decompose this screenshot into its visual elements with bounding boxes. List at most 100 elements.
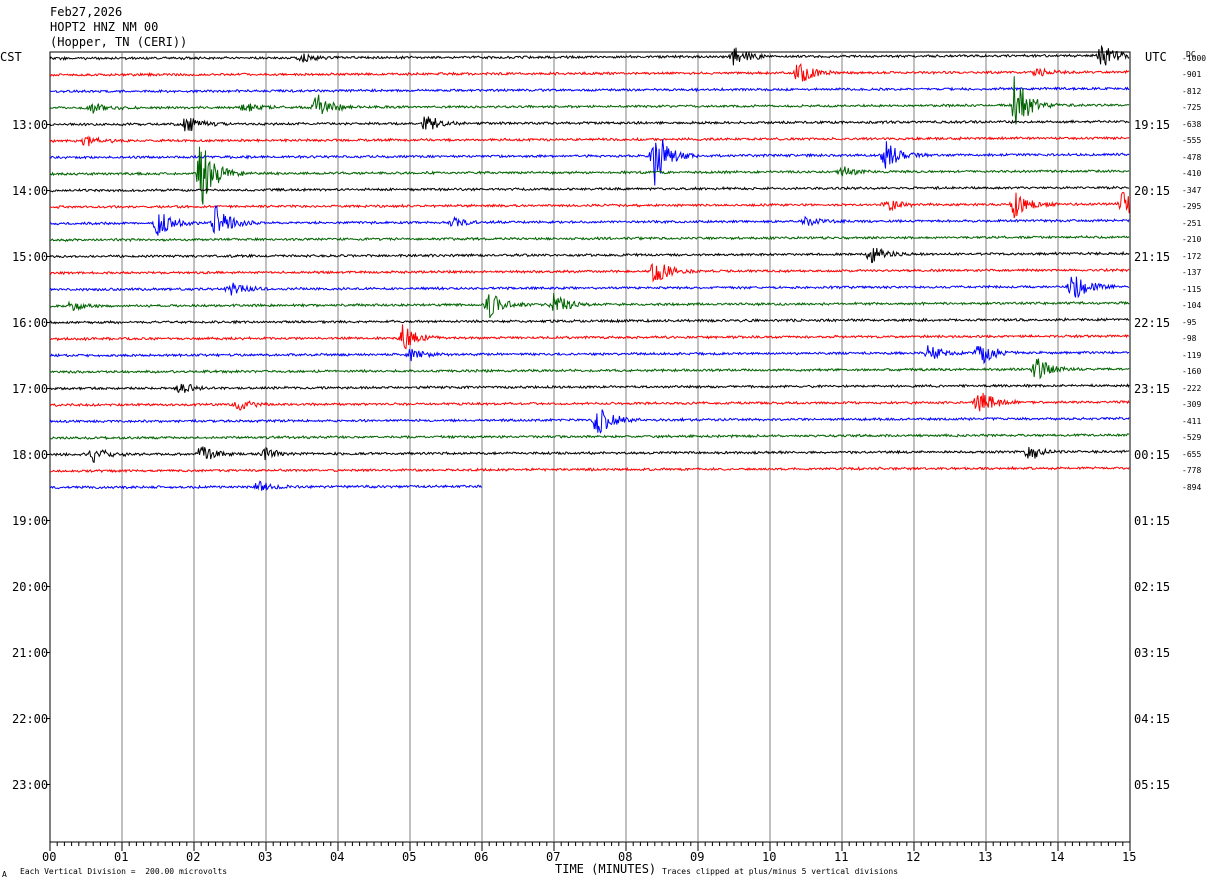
- footer-mark: A: [2, 870, 7, 879]
- dc-offset-label: -410: [1182, 169, 1202, 178]
- dc-offset-label: -1000: [1182, 53, 1207, 63]
- dc-offset-label: -172: [1182, 251, 1202, 261]
- right-hour-label: 21:15: [1134, 249, 1171, 264]
- right-hour-label: 01:15: [1134, 513, 1171, 528]
- right-hour-label: 03:15: [1134, 645, 1171, 660]
- left-hour-label: 14:00: [12, 183, 49, 198]
- left-hour-label: 13:00: [12, 117, 49, 132]
- header-date: Feb27,2026: [50, 5, 123, 19]
- dc-offset-label: -529: [1182, 433, 1202, 442]
- left-hour-label: 20:00: [12, 579, 49, 594]
- seismic-trace: [49, 276, 1130, 299]
- dc-offset-label: -251: [1182, 218, 1202, 228]
- right-hour-label: 00:15: [1134, 447, 1171, 462]
- dc-offset-label: -725: [1182, 103, 1202, 112]
- right-hour-label: 02:15: [1134, 579, 1171, 594]
- dc-offset-label: -295: [1182, 202, 1202, 211]
- dc-offset-label: -894: [1182, 482, 1202, 492]
- seismic-trace: [49, 262, 1130, 283]
- x-tick-label: 07: [546, 850, 561, 864]
- dc-offset-label: -95: [1182, 317, 1197, 327]
- dc-offset-label: -115: [1182, 284, 1202, 294]
- seismic-trace: [49, 358, 1130, 380]
- seismic-trace: [49, 465, 1130, 474]
- seismic-trace: [49, 433, 1130, 441]
- left-hour-label: 17:00: [12, 381, 49, 396]
- left-hour-label: 21:00: [12, 645, 49, 660]
- seismic-trace: [49, 247, 1130, 264]
- x-tick-label: 14: [1050, 850, 1065, 864]
- seismic-trace: [49, 324, 1130, 350]
- x-tick-label: 02: [186, 850, 201, 864]
- seismic-trace: [49, 135, 1130, 147]
- dc-offset-label: -160: [1182, 367, 1202, 376]
- left-hour-label: 19:00: [12, 513, 49, 528]
- right-axis-label: UTC: [1145, 50, 1167, 64]
- dc-offset-label: -411: [1182, 416, 1202, 426]
- x-tick-label: 15: [1122, 850, 1137, 864]
- dc-offset-label: -119: [1182, 350, 1202, 360]
- dc-offset-label: -778: [1182, 466, 1202, 475]
- right-hour-label: 20:15: [1134, 183, 1171, 198]
- left-hour-label: 18:00: [12, 447, 49, 462]
- x-axis-title: TIME (MINUTES): [555, 862, 657, 876]
- dc-offset-label: -638: [1182, 119, 1202, 129]
- dc-offset-label: -210: [1182, 235, 1202, 244]
- right-hour-label: 04:15: [1134, 711, 1171, 726]
- dc-offset-label: -98: [1182, 334, 1197, 343]
- x-tick-label: 11: [834, 850, 849, 864]
- left-hour-label: 15:00: [12, 249, 49, 264]
- seismic-trace: [49, 139, 1130, 186]
- dc-offset-label: -655: [1182, 449, 1202, 459]
- seismic-trace: [49, 345, 1130, 365]
- left-hour-label: 22:00: [12, 711, 49, 726]
- scale-note: Each Vertical Division = 200.00 microvol…: [20, 867, 228, 876]
- left-hour-label: 23:00: [12, 777, 49, 792]
- seismic-trace: [49, 185, 1130, 193]
- right-hour-label: 19:15: [1134, 117, 1171, 132]
- dc-offset-label: -347: [1182, 185, 1202, 195]
- seismic-trace: [49, 116, 1130, 132]
- seismic-trace: [49, 62, 1130, 82]
- header-location: (Hopper, TN (CERI)): [50, 35, 188, 49]
- x-tick-label: 06: [474, 850, 489, 864]
- x-tick-label: 05: [402, 850, 417, 864]
- seismic-trace: [49, 205, 1130, 236]
- seismic-trace: [49, 392, 1130, 412]
- left-hour-label: 16:00: [12, 315, 49, 330]
- x-tick-label: 03: [258, 850, 273, 864]
- x-tick-label: 01: [114, 850, 129, 864]
- seismic-trace: [49, 86, 1130, 94]
- x-tick-label: 13: [978, 850, 993, 864]
- left-axis-label: CST: [0, 50, 22, 64]
- seismic-trace: [49, 191, 1130, 219]
- dc-offset-label: -555: [1182, 136, 1202, 145]
- seismic-trace: [49, 317, 1130, 325]
- seismic-trace: [50, 446, 1130, 464]
- dc-offset-label: -222: [1182, 383, 1202, 393]
- seismic-trace: [49, 76, 1130, 125]
- right-hour-label: 23:15: [1134, 381, 1171, 396]
- right-hour-label: 22:15: [1134, 315, 1171, 330]
- seismic-trace: [49, 480, 483, 491]
- seismic-trace: [49, 146, 1130, 205]
- seismic-trace: [49, 409, 1130, 434]
- dc-label: DC: [1186, 50, 1196, 59]
- dc-offset-label: -309: [1182, 400, 1202, 409]
- x-tick-label: 04: [330, 850, 345, 864]
- clip-note: Traces clipped at plus/minus 5 vertical …: [662, 867, 899, 876]
- dc-offset-label: -137: [1182, 268, 1202, 277]
- seismic-trace: [49, 292, 1130, 319]
- x-tick-label: 08: [618, 850, 633, 864]
- dc-offset-label: -478: [1182, 152, 1202, 162]
- header-station: HOPT2 HNZ NM 00: [50, 20, 159, 34]
- x-tick-label: 00: [42, 850, 57, 864]
- dc-offset-label: -812: [1182, 86, 1202, 96]
- x-tick-label: 10: [762, 850, 777, 864]
- x-tick-label: 12: [906, 850, 921, 864]
- dc-offset-label: -104: [1182, 301, 1202, 310]
- seismic-trace: [49, 44, 1130, 66]
- seismic-trace: [49, 383, 1130, 394]
- dc-offset-label: -901: [1182, 70, 1202, 79]
